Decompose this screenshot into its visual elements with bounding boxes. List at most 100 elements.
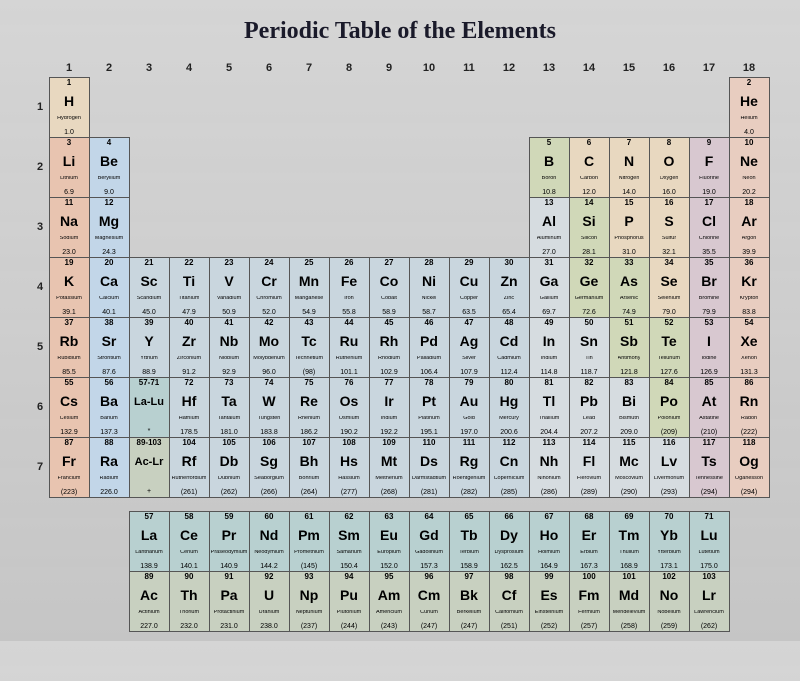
element-Lr[interactable]: 103LrLawrencium(262): [689, 571, 730, 632]
element-Ac[interactable]: 89AcActinium227.0: [129, 571, 170, 632]
element-Si[interactable]: 14SiSilicon28.1: [569, 197, 610, 258]
element-Ni[interactable]: 28NiNickel58.7: [409, 257, 450, 318]
element-U[interactable]: 92UUranium238.0: [249, 571, 290, 632]
element-S[interactable]: 16SSulfur32.1: [649, 197, 690, 258]
element-Nd[interactable]: 60NdNeodymium144.2: [249, 511, 290, 572]
element-Ru[interactable]: 44RuRuthenium101.1: [329, 317, 370, 378]
element-B[interactable]: 5BBoron10.8: [529, 137, 570, 198]
element-Tl[interactable]: 81TlThallium204.4: [529, 377, 570, 438]
element-As[interactable]: 33AsArsenic74.9: [609, 257, 650, 318]
element-Fe[interactable]: 26FeIron55.8: [329, 257, 370, 318]
element-Lu[interactable]: 71LuLutetium175.0: [689, 511, 730, 572]
element-Rh[interactable]: 45RhRhodium102.9: [369, 317, 410, 378]
element-Gd[interactable]: 64GdGadolinium157.3: [409, 511, 450, 572]
element-Y[interactable]: 39YYttrium88.9: [129, 317, 170, 378]
element-Ac-Lr[interactable]: 89-103Ac-Lr+: [129, 437, 170, 498]
element-Rf[interactable]: 104RfRutherfordium(261): [169, 437, 210, 498]
element-At[interactable]: 85AtAstatine(210): [689, 377, 730, 438]
element-Nb[interactable]: 41NbNiobium92.9: [209, 317, 250, 378]
element-Br[interactable]: 35BrBromine79.9: [689, 257, 730, 318]
element-Db[interactable]: 105DbDubnium(262): [209, 437, 250, 498]
element-In[interactable]: 49InIndium114.8: [529, 317, 570, 378]
element-Cn[interactable]: 112CnCopernicium(285): [489, 437, 530, 498]
element-O[interactable]: 8OOxygen16.0: [649, 137, 690, 198]
element-Ge[interactable]: 32GeGermanium72.6: [569, 257, 610, 318]
element-Mn[interactable]: 25MnManganese54.9: [289, 257, 330, 318]
element-Pm[interactable]: 61PmPromethium(145): [289, 511, 330, 572]
element-Ar[interactable]: 18ArArgon39.9: [729, 197, 770, 258]
element-Au[interactable]: 79AuGold197.0: [449, 377, 490, 438]
element-F[interactable]: 9FFluorine19.0: [689, 137, 730, 198]
element-Md[interactable]: 101MdMendelevium(258): [609, 571, 650, 632]
element-Xe[interactable]: 54XeXenon131.3: [729, 317, 770, 378]
element-Fr[interactable]: 87FrFrancium(223): [49, 437, 90, 498]
element-Co[interactable]: 27CoCobalt58.9: [369, 257, 410, 318]
element-Ta[interactable]: 73TaTantalum181.0: [209, 377, 250, 438]
element-Cd[interactable]: 48CdCadmium112.4: [489, 317, 530, 378]
element-Rg[interactable]: 111RgRoentgenium(282): [449, 437, 490, 498]
element-W[interactable]: 74WTungsten183.8: [249, 377, 290, 438]
element-Ga[interactable]: 31GaGallium69.7: [529, 257, 570, 318]
element-Er[interactable]: 68ErErbium167.3: [569, 511, 610, 572]
element-Es[interactable]: 99EsEinsteinium(252): [529, 571, 570, 632]
element-Mc[interactable]: 115McMoscovium(290): [609, 437, 650, 498]
element-Al[interactable]: 13AlAluminum27.0: [529, 197, 570, 258]
element-Na[interactable]: 11NaSodium23.0: [49, 197, 90, 258]
element-He[interactable]: 2HeHelium4.0: [729, 77, 770, 138]
element-Eu[interactable]: 63EuEuropium152.0: [369, 511, 410, 572]
element-Pd[interactable]: 46PdPalladium106.4: [409, 317, 450, 378]
element-N[interactable]: 7NNitrogen14.0: [609, 137, 650, 198]
element-Cr[interactable]: 24CrChromium52.0: [249, 257, 290, 318]
element-Cl[interactable]: 17ClChlorine35.5: [689, 197, 730, 258]
element-Dy[interactable]: 66DyDysprosium162.5: [489, 511, 530, 572]
element-Sg[interactable]: 106SgSeaborgium(266): [249, 437, 290, 498]
element-Ce[interactable]: 58CeCerium140.1: [169, 511, 210, 572]
element-Am[interactable]: 95AmAmericium(243): [369, 571, 410, 632]
element-Pt[interactable]: 78PtPlatinum195.1: [409, 377, 450, 438]
element-Sm[interactable]: 62SmSamarium150.4: [329, 511, 370, 572]
element-Tm[interactable]: 69TmThulium168.9: [609, 511, 650, 572]
element-Bh[interactable]: 107BhBohrium(264): [289, 437, 330, 498]
element-La-Lu[interactable]: 57-71La-Lu*: [129, 377, 170, 438]
element-Ts[interactable]: 117TsTennessine(294): [689, 437, 730, 498]
element-Rn[interactable]: 86RnRadon(222): [729, 377, 770, 438]
element-Pr[interactable]: 59PrPraseodymium140.9: [209, 511, 250, 572]
element-V[interactable]: 23VVanadium50.9: [209, 257, 250, 318]
element-C[interactable]: 6CCarbon12.0: [569, 137, 610, 198]
element-Hg[interactable]: 80HgMercury200.6: [489, 377, 530, 438]
element-Zn[interactable]: 30ZnZinc65.4: [489, 257, 530, 318]
element-Bi[interactable]: 83BiBismuth209.0: [609, 377, 650, 438]
element-Hs[interactable]: 108HsHassium(277): [329, 437, 370, 498]
element-I[interactable]: 53IIodine126.9: [689, 317, 730, 378]
element-Tb[interactable]: 65TbTerbium158.9: [449, 511, 490, 572]
element-P[interactable]: 15PPhosphorus31.0: [609, 197, 650, 258]
element-Nh[interactable]: 113NhNihonium(286): [529, 437, 570, 498]
element-Ca[interactable]: 20CaCalcium40.1: [89, 257, 130, 318]
element-Be[interactable]: 4BeBeryllium9.0: [89, 137, 130, 198]
element-Sb[interactable]: 51SbAntimony121.8: [609, 317, 650, 378]
element-Rb[interactable]: 37RbRubidium85.5: [49, 317, 90, 378]
element-Pb[interactable]: 82PbLead207.2: [569, 377, 610, 438]
element-Ba[interactable]: 56BaBarium137.3: [89, 377, 130, 438]
element-Se[interactable]: 34SeSelenium79.0: [649, 257, 690, 318]
element-Np[interactable]: 93NpNeptunium(237): [289, 571, 330, 632]
element-Lv[interactable]: 116LvLivermorium(293): [649, 437, 690, 498]
element-La[interactable]: 57LaLanthanum138.9: [129, 511, 170, 572]
element-Sc[interactable]: 21ScScandium45.0: [129, 257, 170, 318]
element-Cu[interactable]: 29CuCopper63.5: [449, 257, 490, 318]
element-Te[interactable]: 52TeTellurium127.6: [649, 317, 690, 378]
element-Mt[interactable]: 109MtMeitnerium(268): [369, 437, 410, 498]
element-Ne[interactable]: 10NeNeon20.2: [729, 137, 770, 198]
element-K[interactable]: 19KPotassium39.1: [49, 257, 90, 318]
element-Yb[interactable]: 70YbYtterbium173.1: [649, 511, 690, 572]
element-Po[interactable]: 84PoPolonium(209): [649, 377, 690, 438]
element-Cf[interactable]: 98CfCalifornium(251): [489, 571, 530, 632]
element-Pa[interactable]: 91PaProtactinium231.0: [209, 571, 250, 632]
element-Kr[interactable]: 36KrKrypton83.8: [729, 257, 770, 318]
element-Ti[interactable]: 22TiTitanium47.9: [169, 257, 210, 318]
element-Cs[interactable]: 55CsCesium132.9: [49, 377, 90, 438]
element-H[interactable]: 1HHydrogen1.0: [49, 77, 90, 138]
element-Ra[interactable]: 88RaRadium226.0: [89, 437, 130, 498]
element-Cm[interactable]: 96CmCurium(247): [409, 571, 450, 632]
element-Fl[interactable]: 114FlFlerovium(289): [569, 437, 610, 498]
